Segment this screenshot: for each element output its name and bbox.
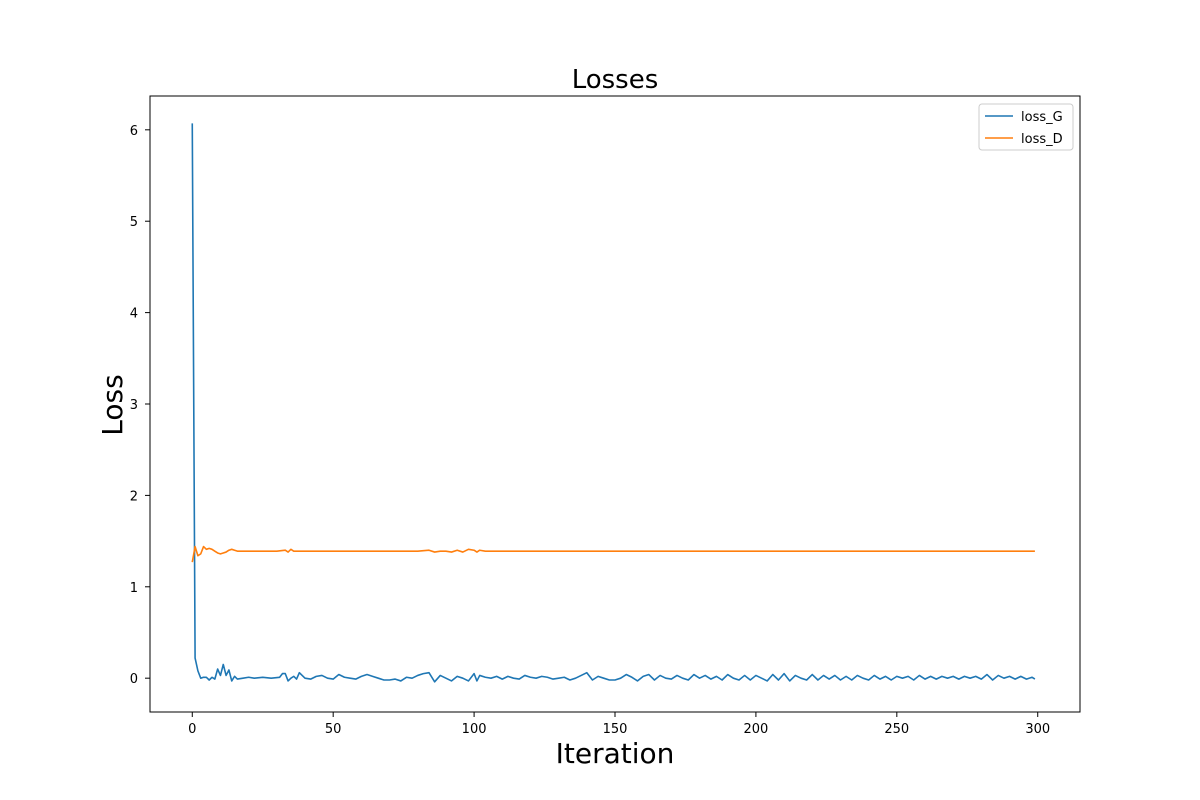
legend: loss_G loss_D bbox=[978, 103, 1074, 151]
series-layer bbox=[191, 123, 1036, 683]
y-axis: 0 1 2 3 4 5 6 bbox=[130, 124, 150, 687]
series-line-loss-d bbox=[191, 545, 1035, 563]
series-line-loss-g bbox=[191, 123, 1036, 683]
y-tick-label: 0 bbox=[130, 672, 138, 687]
y-tick-label: 5 bbox=[130, 215, 138, 230]
chart-title: Losses bbox=[572, 65, 659, 95]
x-tick-label: 300 bbox=[1025, 722, 1050, 737]
y-tick-label: 3 bbox=[130, 398, 138, 413]
y-tick-label: 4 bbox=[130, 307, 138, 322]
x-tick-label: 150 bbox=[603, 722, 628, 737]
legend-entry: loss_G bbox=[1021, 110, 1063, 125]
y-tick-label: 2 bbox=[130, 489, 138, 504]
x-tick-label: 0 bbox=[188, 722, 196, 737]
y-tick-label: 1 bbox=[130, 581, 138, 596]
legend-entry: loss_D bbox=[1021, 132, 1063, 147]
y-axis-label: Loss bbox=[96, 374, 129, 435]
x-axis-label: Iteration bbox=[556, 737, 675, 770]
x-tick-label: 50 bbox=[325, 722, 342, 737]
x-tick-label: 100 bbox=[462, 722, 487, 737]
y-tick-label: 6 bbox=[130, 124, 138, 139]
x-axis: 0 50 100 150 200 250 300 bbox=[188, 712, 1050, 737]
x-tick-label: 200 bbox=[743, 722, 768, 737]
x-tick-label: 250 bbox=[884, 722, 909, 737]
